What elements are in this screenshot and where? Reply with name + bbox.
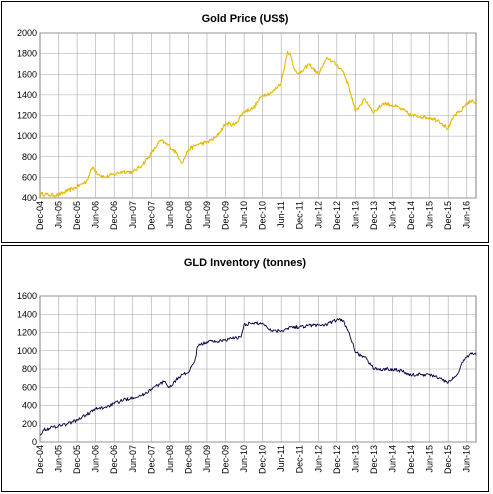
- x-tick-label: Jun-14: [388, 201, 398, 229]
- y-tick-label: 1600: [17, 291, 37, 301]
- x-tick-label: Dec-08: [183, 201, 193, 230]
- x-tick-label: Dec-14: [406, 445, 416, 474]
- x-tick-label: Jun-12: [313, 445, 323, 473]
- x-tick-label: Jun-15: [425, 445, 435, 473]
- x-tick-label: Jun-05: [54, 445, 64, 473]
- gold-price-panel-border: [1, 1, 489, 243]
- x-tick-label: Dec-09: [221, 445, 231, 474]
- x-tick-label: Jun-08: [165, 445, 175, 473]
- gld-inventory-gridlines: [40, 295, 476, 443]
- y-tick-label: 800: [22, 152, 37, 162]
- x-tick-label: Jun-15: [425, 201, 435, 229]
- x-tick-label: Dec-11: [295, 201, 305, 229]
- x-tick-label: Jun-07: [128, 445, 138, 473]
- x-tick-label: Dec-11: [295, 445, 305, 473]
- gold-price-panel: Gold Price (US$) 400 600 800 1000 1200 1400 16…: [1, 1, 489, 243]
- x-tick-label: Dec-06: [109, 445, 119, 474]
- x-tick-label: Dec-04: [35, 445, 45, 474]
- x-tick-label: Dec-10: [258, 201, 268, 230]
- x-tick-label: Dec-07: [146, 201, 156, 230]
- y-tick-label: 600: [22, 172, 37, 182]
- y-tick-label: 400: [22, 401, 37, 411]
- y-tick-label: 2000: [17, 28, 37, 38]
- x-tick-label: Dec-10: [258, 445, 268, 474]
- x-tick-label: Dec-06: [109, 201, 119, 230]
- gold-price-chart-title: Gold Price (US$): [202, 13, 289, 25]
- x-tick-label: Jun-16: [462, 201, 472, 229]
- x-tick-label: Jun-14: [388, 445, 398, 473]
- x-tick-label: Dec-04: [35, 201, 45, 230]
- gld-inventory-series: [39, 318, 477, 436]
- gold-price-line: [39, 51, 477, 198]
- gld-inventory-line: [39, 318, 477, 436]
- y-tick-label: 400: [22, 193, 37, 203]
- x-tick-label: Dec-13: [369, 445, 379, 474]
- x-tick-label: Jun-08: [165, 201, 175, 229]
- x-tick-label: Dec-09: [221, 201, 231, 230]
- gld-inventory-panel: GLD Inventory (tonnes) 0 200 400 600 800 1000…: [1, 245, 489, 492]
- x-tick-label: Jun-06: [91, 445, 101, 473]
- gold-price-gridlines: [40, 32, 476, 199]
- gold-price-y-axis: 400 600 800 1000 1200 1400 1600 1800 2000: [17, 28, 37, 203]
- x-tick-label: Dec-13: [369, 201, 379, 230]
- y-tick-label: 1000: [17, 346, 37, 356]
- x-tick-label: Dec-07: [146, 445, 156, 474]
- x-tick-label: Jun-13: [350, 445, 360, 473]
- y-tick-label: 1400: [17, 309, 37, 319]
- x-tick-label: Dec-05: [72, 201, 82, 230]
- x-tick-label: Jun-12: [313, 201, 323, 229]
- x-tick-label: Jun-11: [276, 201, 286, 228]
- gold-price-series: [39, 51, 477, 198]
- x-tick-label: Jun-09: [202, 201, 212, 229]
- x-tick-label: Jun-13: [350, 201, 360, 229]
- x-tick-label: Jun-06: [91, 201, 101, 229]
- gld-inventory-panel-border: [1, 245, 489, 492]
- y-tick-label: 200: [22, 419, 37, 429]
- y-tick-label: 800: [22, 364, 37, 374]
- x-tick-label: Dec-15: [443, 445, 453, 474]
- gld-inventory-x-axis: Dec-04 Jun-05 Dec-05 Jun-06 Dec-06 Jun-07 Dec-…: [35, 445, 472, 474]
- x-tick-label: Dec-15: [443, 201, 453, 230]
- y-tick-label: 1200: [17, 111, 37, 121]
- gld-inventory-chart-title: GLD Inventory (tonnes): [184, 257, 307, 269]
- x-tick-label: Dec-14: [406, 201, 416, 230]
- y-tick-label: 1000: [17, 131, 37, 141]
- x-tick-label: Dec-08: [183, 445, 193, 474]
- y-tick-label: 0: [32, 437, 37, 447]
- x-tick-label: Jun-05: [54, 201, 64, 229]
- x-tick-label: Jun-07: [128, 201, 138, 229]
- y-tick-label: 1200: [17, 328, 37, 338]
- x-tick-label: Dec-12: [332, 445, 342, 474]
- x-tick-label: Jun-11: [276, 445, 286, 472]
- y-tick-label: 1800: [17, 49, 37, 59]
- x-tick-label: Dec-12: [332, 201, 342, 230]
- y-tick-label: 1600: [17, 69, 37, 79]
- x-tick-label: Jun-10: [239, 445, 249, 473]
- gld-inventory-y-axis: 0 200 400 600 800 1000 1200 1400 1600: [17, 291, 37, 447]
- y-tick-label: 1400: [17, 90, 37, 100]
- gold-price-x-axis: Dec-04 Jun-05 Dec-05 Jun-06 Dec-06 Jun-07 Dec-…: [35, 201, 472, 230]
- x-tick-label: Dec-05: [72, 445, 82, 474]
- x-tick-label: Jun-10: [239, 201, 249, 229]
- y-tick-label: 600: [22, 382, 37, 392]
- x-tick-label: Jun-16: [462, 445, 472, 473]
- x-tick-label: Jun-09: [202, 445, 212, 473]
